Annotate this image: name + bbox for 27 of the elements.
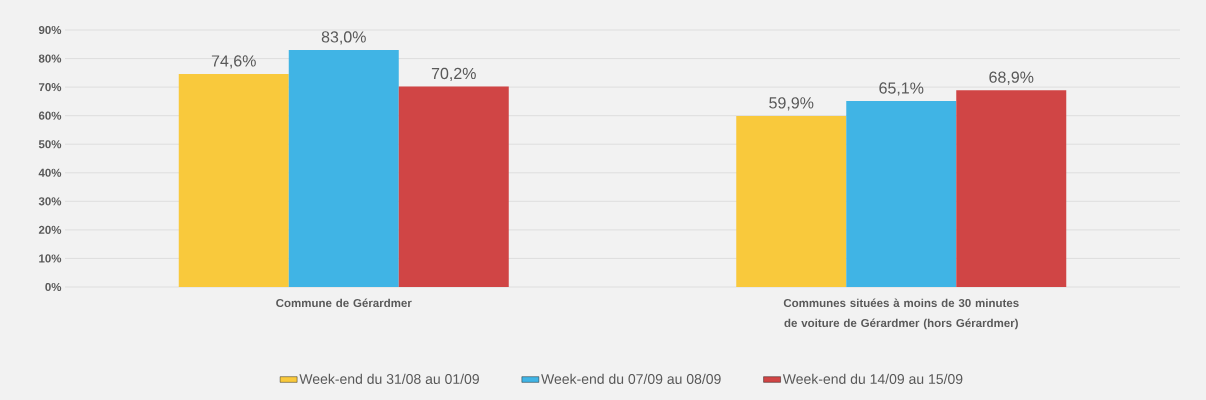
data-label: 59,9% bbox=[769, 97, 814, 111]
bar bbox=[398, 86, 509, 287]
y-tick-label: 10% bbox=[39, 254, 62, 263]
y-tick-label: 40% bbox=[38, 168, 62, 177]
data-label: 68,9% bbox=[989, 71, 1034, 85]
data-label: 74,6% bbox=[211, 55, 256, 69]
y-tick-label: 80% bbox=[38, 54, 62, 63]
y-tick-label: 50% bbox=[38, 140, 62, 149]
legend-label: Week-end du 31/08 au 01/09 bbox=[299, 373, 479, 384]
y-tick-label: 0% bbox=[45, 282, 62, 292]
x-tick-label: Communes situées à moins de 30 minutes de voiture de Gérardmer (hors Gérardmer) bbox=[783, 298, 1019, 330]
legend-label: Week-end du 14/09 au 15/09 bbox=[782, 373, 963, 384]
data-label: 83,0% bbox=[321, 31, 366, 45]
x-tick-label: Commune de Gérardmer bbox=[276, 298, 412, 308]
bar bbox=[178, 73, 289, 287]
bar bbox=[288, 49, 399, 287]
bar bbox=[736, 115, 847, 287]
legend-label: Week-end du 07/09 au 08/09 bbox=[541, 373, 721, 384]
bar bbox=[846, 101, 957, 287]
y-tick-label: 30% bbox=[38, 197, 62, 206]
data-label: 65,1% bbox=[879, 82, 924, 96]
y-tick-label: 60% bbox=[38, 111, 62, 120]
data-label: 70,2% bbox=[431, 67, 476, 82]
y-tick-label: 90% bbox=[38, 25, 62, 35]
y-tick-label: 20% bbox=[38, 225, 62, 234]
y-tick-label: 70% bbox=[38, 83, 62, 92]
bar bbox=[956, 90, 1067, 287]
